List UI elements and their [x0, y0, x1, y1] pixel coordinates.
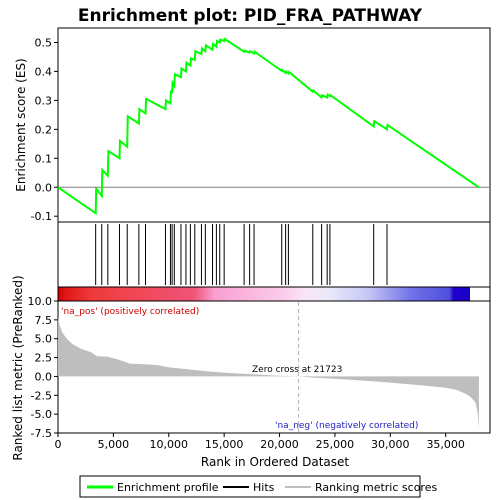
es-y-label: Enrichment score (ES)	[14, 58, 28, 191]
metric-y-tick-label: -7.5	[31, 427, 52, 440]
x-tick-label: 10,000	[150, 438, 189, 451]
metric-panel: -7.5 -5.0 -2.5 0.0 2.5 5.0 7.5 10.0 0 5,000 10,00…	[11, 275, 491, 469]
metric-y-tick-label: 2.5	[35, 352, 53, 365]
legend-frame	[79, 475, 421, 498]
zero-cross-label: Zero cross at 21723	[252, 365, 342, 375]
x-tick-label: 30,000	[371, 438, 410, 451]
metric-y-tick-label: 0.0	[35, 370, 53, 383]
pos-correlated-label: 'na_pos' (positively correlated)	[61, 307, 199, 317]
hits-frame	[57, 221, 491, 288]
x-tick-label: 0	[55, 438, 62, 451]
es-y-axis: -0.1 0.0 0.1 0.2 0.3 0.4 0.5	[31, 36, 58, 223]
metric-x-axis: 0 5,000 10,000 15,000 20,000 25,000 30,000 35,0…	[55, 433, 465, 451]
x-tick-label: 25,000	[316, 438, 355, 451]
metric-y-axis: -7.5 -5.0 -2.5 0.0 2.5 5.0 7.5 10.0	[28, 295, 58, 440]
es-y-tick-label: 0.1	[35, 152, 53, 165]
metric-y-tick-label: 10.0	[28, 295, 53, 308]
metric-y-tick-label: 7.5	[35, 314, 53, 327]
metric-y-tick-label: -2.5	[31, 389, 52, 402]
neg-correlated-label: 'na_neg' (negatively correlated)	[275, 421, 418, 431]
metric-y-tick-label: -5.0	[31, 408, 52, 421]
legend-label-enrichment: Enrichment profile	[117, 481, 219, 494]
x-tick-label: 5,000	[98, 438, 130, 451]
rank-color-bar	[58, 287, 470, 301]
enrichment-profile-line	[57, 37, 480, 216]
chart-title: Enrichment plot: PID_FRA_PATHWAY	[78, 6, 423, 26]
x-axis-label: Rank in Ordered Dataset	[201, 455, 349, 469]
ranking-metric-area	[58, 317, 479, 428]
x-tick-label: 20,000	[260, 438, 299, 451]
es-y-tick-label: 0.3	[35, 94, 53, 107]
x-tick-label: 35,000	[426, 438, 465, 451]
es-y-tick-label: 0.5	[35, 36, 53, 49]
es-y-tick-label: 0.2	[35, 123, 53, 136]
metric-y-tick-label: 5.0	[35, 333, 53, 346]
es-y-tick-label: 0.4	[35, 65, 53, 78]
hits-panel	[57, 221, 491, 288]
x-tick-label: 15,000	[205, 438, 244, 451]
es-y-tick-label: -0.1	[31, 210, 52, 223]
legend: Enrichment profile Hits Ranking metric s…	[79, 475, 437, 498]
legend-label-hits: Hits	[253, 481, 275, 494]
es-panel: -0.1 0.0 0.1 0.2 0.3 0.4 0.5 Enrichment score …	[14, 27, 491, 223]
legend-label-metric: Ranking metric scores	[315, 481, 437, 494]
metric-y-label: Ranked list metric (PreRanked)	[11, 275, 25, 460]
es-y-tick-label: 0.0	[35, 181, 53, 194]
es-plot-frame	[57, 27, 491, 223]
